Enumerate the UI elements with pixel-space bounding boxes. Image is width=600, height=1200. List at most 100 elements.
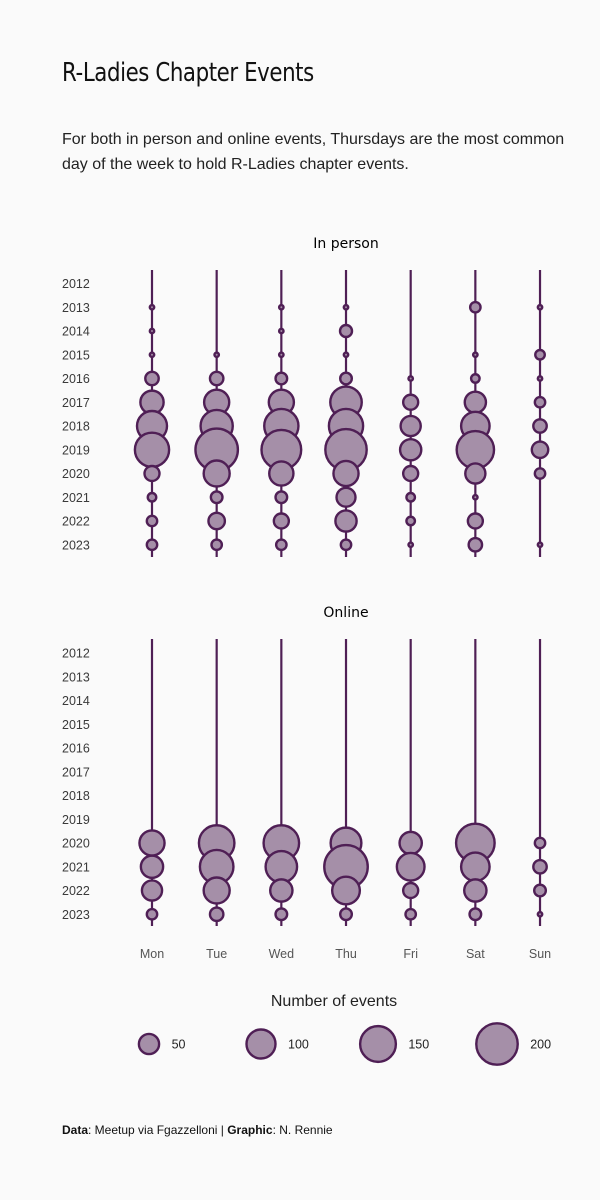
bubble-thu-2013 (342, 303, 350, 311)
panel-title: Online (323, 605, 368, 621)
bubble-wed-2022 (269, 878, 294, 903)
bubble-fri-2017 (401, 393, 420, 411)
panel-online: Online 2012 2013 2014 2015 2016 2017 2018 2019 20… (62, 605, 548, 926)
year-tick-label: 2016 (62, 742, 90, 756)
bubble-sat-2023 (467, 536, 484, 553)
bubble-wed-2015 (277, 351, 285, 359)
bubble-wed-2023 (274, 538, 288, 552)
day-tick-label: Tue (206, 947, 227, 961)
bubble-wed-2021 (264, 849, 299, 884)
bubble-thu-2022 (330, 875, 362, 906)
panel-in-person: In person 2012 2013 2014 2015 2016 2017 2018 201… (62, 236, 550, 557)
legend-label: 150 (408, 1038, 429, 1052)
bubble-fri-2022 (401, 881, 420, 900)
year-tick-label: 2015 (62, 348, 90, 362)
bubble-tue-2015 (213, 351, 221, 359)
bubble-tue-2021 (209, 490, 224, 505)
year-tick-label: 2014 (62, 694, 90, 708)
panel-title: In person (313, 236, 378, 252)
bubble-thu-2023 (339, 907, 354, 922)
bubble-sat-2020 (464, 462, 487, 485)
bubble-wed-2021 (274, 490, 289, 505)
bubble-mon-2014 (148, 327, 156, 335)
legend-title: Number of events (271, 993, 397, 1010)
bubble-mon-2022 (140, 879, 164, 902)
bubble-sat-2023 (468, 907, 483, 922)
year-tick-label: 2020 (62, 837, 90, 851)
year-tick-label: 2022 (62, 515, 90, 529)
year-tick-label: 2016 (62, 372, 90, 386)
year-tick-label: 2014 (62, 325, 90, 339)
bubble-sun-2015 (534, 348, 546, 361)
bubble-thu-2020 (332, 459, 360, 488)
bubble-wed-2016 (274, 371, 289, 386)
day-tick-label: Mon (140, 947, 164, 961)
day-tick-label: Sun (529, 947, 551, 961)
bubble-fri-2020 (401, 464, 420, 483)
bubble-mon-2023 (145, 538, 159, 552)
year-tick-label: 2019 (62, 443, 90, 457)
bubble-wed-2013 (277, 303, 285, 311)
bubble-sat-2016 (469, 373, 481, 384)
bubble-tue-2022 (207, 511, 227, 531)
day-tick-label: Thu (335, 947, 357, 961)
legend-bubble (358, 1024, 398, 1064)
day-axis: Mon Tue Wed Thu Fri Sat Sun (140, 947, 551, 961)
year-tick-label: 2013 (62, 301, 90, 315)
bubble-sun-2023 (536, 910, 544, 918)
bubble-mon-2022 (145, 514, 159, 528)
bubble-mon-2023 (145, 907, 159, 921)
bubble-sun-2020 (533, 467, 547, 480)
bubble-sun-2013 (536, 303, 544, 311)
bubble-sun-2017 (533, 395, 547, 409)
chart-title: R-Ladies Chapter Events (62, 58, 314, 88)
bubble-sun-2020 (533, 836, 547, 850)
bubble-sun-2018 (532, 418, 548, 434)
bubble-thu-2023 (339, 538, 353, 552)
bubble-fri-2021 (405, 491, 417, 503)
bubble-sun-2022 (533, 883, 548, 898)
bubble-mon-2013 (148, 303, 156, 311)
bubble-tue-2023 (210, 538, 224, 552)
bubble-mon-2021 (139, 854, 165, 880)
bubble-thu-2016 (339, 371, 354, 386)
bubble-sat-2013 (468, 300, 482, 314)
bubble-tue-2023 (208, 906, 225, 923)
bubble-fri-2018 (399, 414, 422, 438)
year-tick-label: 2013 (62, 670, 90, 684)
year-tick-label: 2022 (62, 884, 90, 898)
bubble-sun-2021 (532, 858, 548, 875)
year-tick-label: 2015 (62, 718, 90, 732)
bubble-wed-2023 (274, 907, 289, 922)
bubble-fri-2020 (398, 830, 424, 856)
bubble-sat-2021 (471, 493, 479, 501)
bubble-sun-2023 (536, 541, 544, 549)
year-tick-label: 2021 (62, 491, 90, 505)
bubble-mon-2016 (144, 370, 160, 387)
year-tick-label: 2017 (62, 765, 90, 779)
size-legend: Number of events 50 100 150 200 (137, 993, 551, 1066)
year-tick-label: 2018 (62, 420, 90, 434)
legend-bubble (137, 1032, 161, 1056)
bubble-tue-2022 (202, 876, 231, 905)
bubble-fri-2023 (407, 541, 415, 549)
caption: Data: Meetup via Fgazzelloni | Graphic: … (62, 1123, 333, 1137)
bubble-thu-2021 (335, 486, 357, 508)
year-tick-label: 2023 (62, 908, 90, 922)
bubble-fri-2022 (405, 515, 417, 527)
bubble-fri-2021 (395, 851, 426, 882)
bubble-mon-2019 (133, 431, 171, 469)
bubble-fri-2019 (398, 437, 423, 462)
year-tick-label: 2012 (62, 647, 90, 661)
bubble-fri-2016 (407, 375, 415, 382)
year-tick-label: 2021 (62, 860, 90, 874)
year-tick-label: 2020 (62, 467, 90, 481)
bubble-wed-2020 (268, 460, 295, 487)
day-tick-label: Sat (466, 947, 485, 961)
year-tick-label: 2018 (62, 789, 90, 803)
chart-subtitle: For both in person and online events, Th… (62, 131, 565, 173)
bubble-wed-2014 (277, 327, 285, 335)
bubble-sat-2022 (466, 512, 485, 530)
bubble-mon-2021 (146, 491, 158, 503)
bubble-fri-2023 (404, 907, 418, 921)
